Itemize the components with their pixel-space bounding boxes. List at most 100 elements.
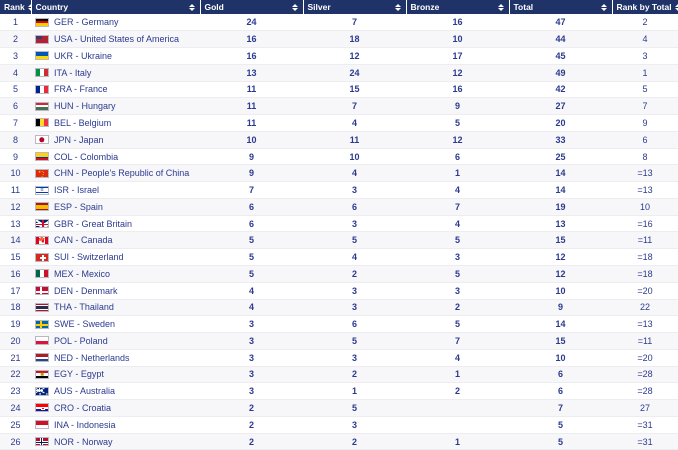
cell-country[interactable]: POL - Poland xyxy=(31,332,200,350)
table-row[interactable]: 20 POL - Poland 3 5 7 15 =11 xyxy=(0,332,678,350)
table-row[interactable]: 17 DEN - Denmark 4 3 3 10 =20 xyxy=(0,282,678,300)
cell-gold: 7 xyxy=(200,181,303,199)
table-row[interactable]: 4 ITA - Italy 13 24 12 49 1 xyxy=(0,64,678,82)
cell-country[interactable]: USA - United States of America xyxy=(31,30,200,49)
cell-country[interactable]: ✡ ISR - Israel xyxy=(31,181,200,199)
country-name: THA - Thailand xyxy=(54,302,114,313)
table-row[interactable]: 2 USA - United States of America 16 18 10 44… xyxy=(0,30,678,49)
table-row[interactable]: 9 COL - Colombia 9 10 6 25 8 xyxy=(0,148,678,166)
column-header-gold[interactable]: Gold xyxy=(200,0,304,14)
cell-bronze xyxy=(406,416,509,434)
flag-icon-fr xyxy=(35,84,49,94)
column-header-total[interactable]: Total xyxy=(509,0,613,14)
column-header-label: Bronze xyxy=(410,2,440,12)
cell-gold: 11 xyxy=(200,81,303,99)
cell-bronze: 3 xyxy=(406,248,509,266)
sort-updown-icon[interactable] xyxy=(675,3,678,11)
cell-country[interactable]: SUI - Switzerland xyxy=(31,248,200,266)
cell-bronze xyxy=(406,399,509,417)
cell-rank-by-total: =13 xyxy=(612,315,678,334)
cell-country[interactable]: ★ ★ AUS - Australia xyxy=(31,382,200,401)
table-row[interactable]: 22 EGY - Egypt 3 2 1 6 =28 xyxy=(0,366,678,384)
cell-gold: 3 xyxy=(200,382,303,401)
cell-silver: 2 xyxy=(303,433,406,450)
cell-country[interactable]: 🍁 CAN - Canada xyxy=(31,231,200,250)
cell-country[interactable]: THA - Thailand xyxy=(31,299,200,317)
cell-country[interactable]: UKR - Ukraine xyxy=(31,47,200,65)
table-row[interactable]: 25 INA - Indonesia 2 3 5 =31 xyxy=(0,416,678,434)
column-header-country[interactable]: Country xyxy=(31,0,201,14)
table-row[interactable]: 6 HUN - Hungary 11 7 9 27 7 xyxy=(0,97,678,116)
table-row[interactable]: 16 MEX - Mexico 5 2 5 12 =18 xyxy=(0,265,678,283)
column-header-silver[interactable]: Silver xyxy=(303,0,407,14)
cell-rank: 15 xyxy=(0,248,31,266)
table-body: 1 GER - Germany 24 7 16 47 2 2 USA - United Sta… xyxy=(0,14,678,450)
sort-updown-icon[interactable] xyxy=(189,3,196,11)
cell-rank-by-total: 27 xyxy=(612,399,678,417)
cell-country[interactable]: HUN - Hungary xyxy=(31,97,200,116)
table-row[interactable]: 15 SUI - Switzerland 5 4 3 12 =18 xyxy=(0,248,678,266)
column-header-label: Rank xyxy=(4,2,25,12)
sort-updown-icon[interactable] xyxy=(601,3,608,11)
table-row[interactable]: 21 NED - Netherlands 3 3 4 10 =20 xyxy=(0,349,678,367)
cell-country[interactable]: BEL - Belgium xyxy=(31,114,200,132)
flag-icon-co xyxy=(35,152,49,161)
table-row[interactable]: 13 GBR - Great Britain 6 3 4 13 =16 xyxy=(0,215,678,233)
country-name: UKR - Ukraine xyxy=(54,50,113,61)
cell-silver: 5 xyxy=(303,332,406,350)
cell-country[interactable]: NOR - Norway xyxy=(31,433,200,450)
cell-country[interactable]: DEN - Denmark xyxy=(31,282,200,300)
table-row[interactable]: 14 🍁 CAN - Canada 5 5 5 15 =11 xyxy=(0,231,678,250)
table-row[interactable]: 26 NOR - Norway 2 2 1 5 =31 xyxy=(0,433,678,450)
column-header-rank_total[interactable]: Rank by Total xyxy=(612,0,678,14)
sort-updown-icon[interactable] xyxy=(498,3,505,11)
cell-country[interactable]: EGY - Egypt xyxy=(31,366,200,384)
column-header-bronze[interactable]: Bronze xyxy=(406,0,510,14)
table-row[interactable]: 7 BEL - Belgium 11 4 5 20 9 xyxy=(0,114,678,132)
cell-gold: 10 xyxy=(200,131,303,149)
cell-country[interactable]: ★ ★ ★ ★ ★ CHN - People's Republic of China xyxy=(31,164,200,183)
cell-total: 33 xyxy=(509,131,612,149)
cell-rank: 19 xyxy=(0,315,31,334)
table-row[interactable]: 24 CRO - Croatia 2 5 7 27 xyxy=(0,399,678,417)
cell-rank-by-total: 6 xyxy=(612,131,678,149)
cell-country[interactable]: CRO - Croatia xyxy=(31,399,200,417)
cell-total: 12 xyxy=(509,248,612,266)
cell-bronze: 16 xyxy=(406,14,509,32)
cell-gold: 24 xyxy=(200,14,303,32)
cell-country[interactable]: NED - Netherlands xyxy=(31,349,200,367)
table-row[interactable]: 8 JPN - Japan 10 11 12 33 6 xyxy=(0,131,678,149)
cell-country[interactable]: ESP - Spain xyxy=(31,198,200,216)
table-row[interactable]: 18 THA - Thailand 4 3 2 9 22 xyxy=(0,299,678,317)
table-row[interactable]: 11 ✡ ISR - Israel 7 3 4 14 =13 xyxy=(0,181,678,199)
cell-total: 9 xyxy=(509,299,612,317)
table-row[interactable]: 12 ESP - Spain 6 6 7 19 10 xyxy=(0,198,678,216)
table-row[interactable]: 3 UKR - Ukraine 16 12 17 45 3 xyxy=(0,47,678,65)
cell-country[interactable]: COL - Colombia xyxy=(31,148,200,166)
column-header-rank[interactable]: Rank xyxy=(0,0,35,14)
cell-bronze: 6 xyxy=(406,148,509,166)
cell-country[interactable]: MEX - Mexico xyxy=(31,265,200,283)
cell-country[interactable]: GBR - Great Britain xyxy=(31,215,200,233)
table-row[interactable]: 1 GER - Germany 24 7 16 47 2 xyxy=(0,14,678,32)
sort-updown-icon[interactable] xyxy=(292,3,299,11)
cell-country[interactable]: FRA - France xyxy=(31,81,200,99)
table-row[interactable]: 19 SWE - Sweden 3 6 5 14 =13 xyxy=(0,315,678,334)
table-row[interactable]: 5 FRA - France 11 15 16 42 5 xyxy=(0,81,678,99)
cell-gold: 5 xyxy=(200,231,303,250)
cell-country[interactable]: JPN - Japan xyxy=(31,131,200,149)
table-row[interactable]: 23 ★ ★ AUS - Australia 3 1 2 6 =28 xyxy=(0,382,678,401)
cell-country[interactable]: ITA - Italy xyxy=(31,64,200,82)
cell-country[interactable]: GER - Germany xyxy=(31,14,200,32)
cell-country[interactable]: SWE - Sweden xyxy=(31,315,200,334)
table-row[interactable]: 10 ★ ★ ★ ★ ★ CHN - People's Republic of China 9… xyxy=(0,164,678,183)
country-name: ITA - Italy xyxy=(54,67,92,78)
country-name: USA - United States of America xyxy=(54,34,180,45)
cell-silver: 4 xyxy=(303,248,406,266)
country-name: EGY - Egypt xyxy=(54,369,104,380)
sort-updown-icon[interactable] xyxy=(395,3,402,11)
cell-rank: 24 xyxy=(0,399,31,417)
flag-icon-nl xyxy=(35,353,49,363)
cell-country[interactable]: INA - Indonesia xyxy=(31,416,200,434)
cell-total: 5 xyxy=(509,416,612,434)
